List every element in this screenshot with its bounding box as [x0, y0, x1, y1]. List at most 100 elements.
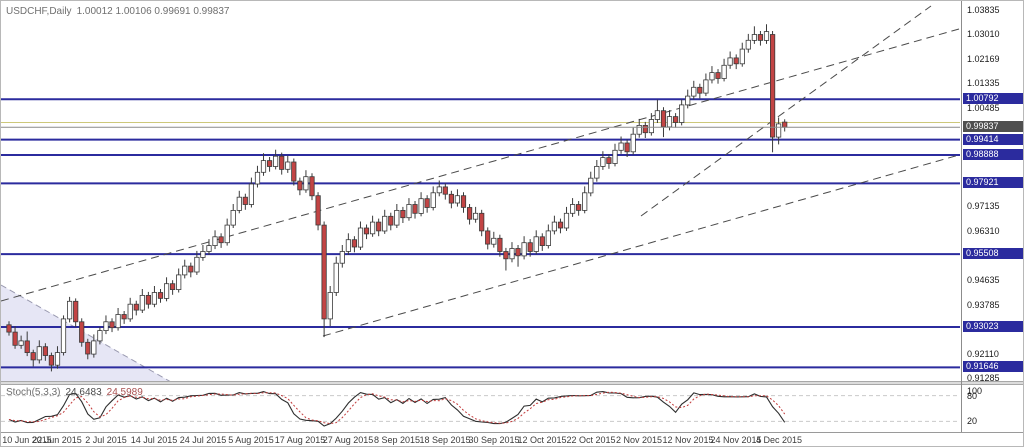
candle-bull: [394, 209, 400, 226]
candle-bear: [85, 341, 91, 355]
date-label: 27 Aug 2015: [322, 435, 374, 445]
candle-bull: [630, 133, 636, 153]
candle-bull: [666, 116, 673, 128]
candle-bull: [260, 160, 267, 173]
candle-bull: [491, 237, 497, 245]
quote-ohlc-label: 1.00012 1.00106 0.99691 0.99837: [76, 6, 230, 17]
candle-bear: [73, 300, 79, 323]
candle-bull: [103, 321, 109, 331]
candle-bear: [497, 237, 503, 252]
candle-bull: [600, 157, 606, 167]
ascending-channel-lower[interactable]: [322, 154, 960, 337]
candle-bull: [648, 119, 655, 134]
candle-bull: [588, 177, 594, 194]
price-level-badge: 0.95508: [963, 248, 1023, 259]
stochastic-name: Stoch(5,3,3): [6, 387, 61, 398]
date-label: 8 Sep 2015: [373, 435, 421, 445]
date-label: 2 Jul 2015: [85, 435, 127, 445]
date-label: 22 Oct 2015: [566, 435, 616, 445]
candle-bull: [618, 142, 624, 151]
panel-splitter[interactable]: [1, 381, 1023, 385]
candle-bull: [721, 64, 727, 79]
candle-bear: [400, 209, 406, 219]
stochastic-value-k: 24.6483: [65, 387, 102, 398]
date-label: 5 Aug 2015: [228, 435, 274, 445]
candle-bear: [515, 248, 521, 257]
candle-bull: [176, 274, 182, 290]
candle-bear: [466, 207, 473, 220]
candle-bear: [188, 265, 194, 273]
candle-bull: [67, 300, 73, 320]
candle-bull: [563, 212, 570, 229]
candle-bear: [79, 321, 85, 343]
candle-bear: [642, 125, 648, 134]
candle-bull: [636, 125, 642, 135]
candle-bull: [200, 251, 206, 258]
candle-bull: [357, 227, 364, 248]
ascending-trendline-steep[interactable]: [640, 5, 932, 217]
candle-bear: [169, 283, 176, 291]
candle-bull: [430, 192, 436, 208]
candle-bear: [279, 155, 285, 170]
candle-bull: [763, 31, 770, 41]
stochastic-canvas[interactable]: [1, 385, 961, 432]
candle-bull: [454, 195, 461, 204]
candle-bull: [127, 303, 133, 320]
candle-bear: [527, 242, 533, 252]
price-tick-label: 1.03010: [967, 29, 1000, 39]
candle-bear: [363, 227, 370, 235]
stoch-axis-label: 80: [967, 390, 978, 401]
candle-bull: [230, 209, 236, 226]
candle-bear: [757, 34, 764, 41]
price-tick-label: 0.94635: [967, 275, 1000, 285]
candle-bull: [745, 39, 751, 50]
descending-trendline[interactable]: [1, 284, 171, 381]
candle-bear: [109, 321, 115, 329]
candle-bear: [557, 221, 564, 229]
candle-bull: [194, 256, 200, 273]
price-tick-label: 0.92110: [967, 349, 999, 359]
date-label: 2 Nov 2015: [615, 435, 663, 445]
current-price-badge: 0.99837: [963, 121, 1023, 132]
time-axis[interactable]: 10 Jun 2015 22 Jun 2015 2 Jul 2015 14 Jul 2…: [1, 432, 1023, 446]
candle-bull: [91, 340, 97, 355]
candle-bear: [266, 160, 273, 167]
candle-bull: [139, 294, 145, 311]
candle-bull: [333, 262, 339, 293]
price-level-badge: 1.00792: [963, 93, 1023, 104]
date-label: 10 Jun 2015: [2, 435, 52, 445]
candle-bear: [782, 121, 788, 128]
candle-bear: [297, 180, 303, 191]
candle-bull: [551, 221, 558, 232]
price-axis[interactable]: 1.03835 1.03010 1.02169 1.01335 1.00485 0.971…: [961, 1, 1023, 432]
candle-bull: [369, 221, 376, 235]
ascending-channel-upper[interactable]: [1, 28, 960, 302]
candle-bear: [218, 236, 224, 244]
chart-title: USDCHF,Daily 1.00012 1.00106 0.99691 0.99…: [6, 6, 235, 17]
date-label: 24 Jul 2015: [179, 435, 227, 445]
date-label: 24 Nov 2015: [710, 435, 762, 445]
candle-bull: [206, 245, 212, 252]
candle-bear: [309, 176, 315, 197]
price-tick-label: 1.01335: [967, 78, 1000, 88]
candle-bull: [285, 161, 291, 170]
candle-bull: [97, 330, 103, 342]
candle-bull: [254, 171, 261, 185]
candle-bull: [751, 34, 758, 41]
stochastic-label: Stoch(5,3,3) 24.6483 24.5989: [6, 387, 148, 398]
candle-bull: [709, 72, 715, 81]
price-tick-label: 1.03835: [967, 5, 1000, 15]
candle-bull: [612, 149, 618, 164]
date-label: 30 Sep 2015: [468, 435, 520, 445]
candle-bear: [539, 236, 545, 247]
price-level-badge: 0.91646: [963, 361, 1023, 372]
candle-bull: [545, 230, 551, 246]
candle-bear: [157, 292, 164, 299]
candle-bull: [679, 104, 685, 123]
candle-bear: [242, 196, 248, 205]
candle-bear: [697, 86, 703, 94]
candle-bull: [594, 165, 600, 179]
candle-bear: [660, 110, 667, 128]
price-chart-canvas[interactable]: [1, 1, 961, 381]
